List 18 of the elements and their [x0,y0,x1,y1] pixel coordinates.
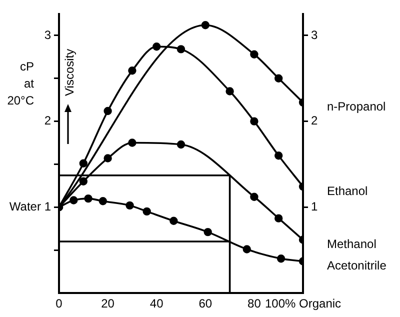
x-tick-label: 60 [198,296,212,311]
series-label: Ethanol [327,184,368,198]
series-label: Methanol [327,237,376,252]
x-tick-label: 80 [248,296,262,311]
x-tick-label: 0 [56,296,63,311]
x-tick-label: 20 [101,296,115,311]
annotation: Viscosity [62,48,76,96]
y-tick-label: 3 [44,28,52,42]
y-tick-label: Water 1 [9,199,52,214]
y2-tick-label: 1 [311,199,318,214]
y2-tick-label: 3 [311,28,318,42]
x-tick-label: 40 [150,296,164,311]
series-label: n-Propanol [327,100,386,114]
series-label: Acetonitrile [327,258,387,273]
y-axis-title: cP at 20°C [7,60,35,108]
x-tick-label: 100% Organic [264,296,342,311]
y2-tick-label: 2 [311,114,318,128]
y-tick-label: 2 [44,114,52,128]
